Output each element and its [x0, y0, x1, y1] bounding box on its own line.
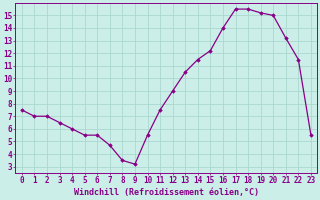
X-axis label: Windchill (Refroidissement éolien,°C): Windchill (Refroidissement éolien,°C)	[74, 188, 259, 197]
